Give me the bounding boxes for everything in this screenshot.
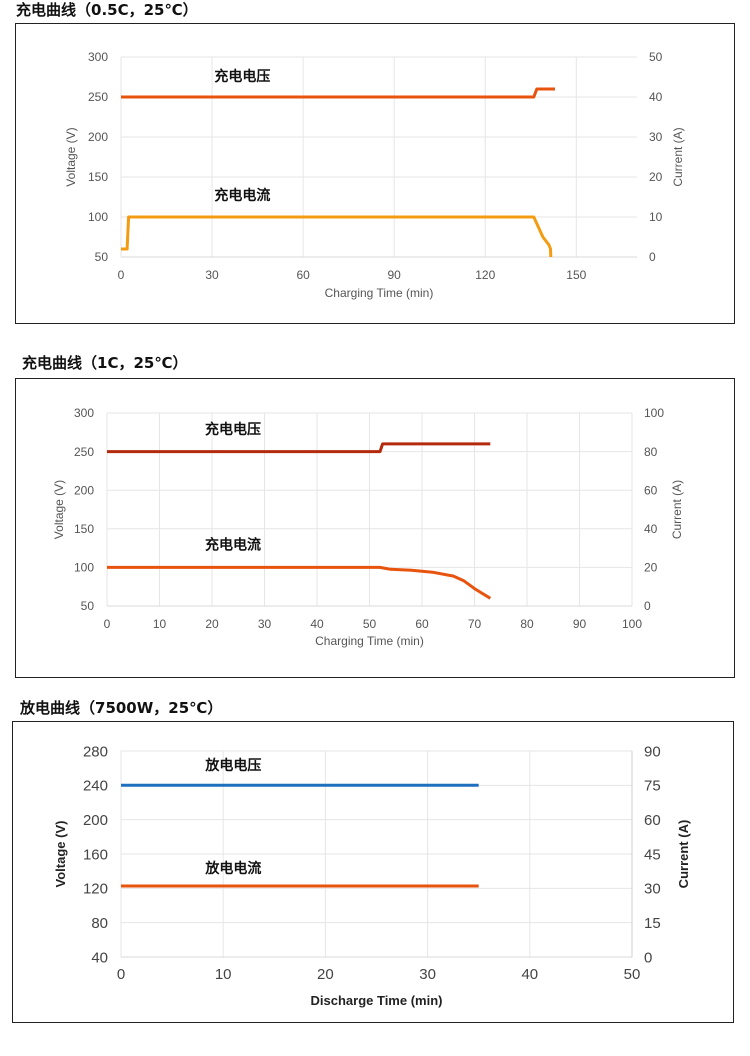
chart-frame xyxy=(15,378,735,678)
chart-frame xyxy=(15,23,735,324)
chart-title: 放电曲线（7500W，25℃） xyxy=(20,699,223,717)
chart-title: 充电曲线（0.5C，25℃） xyxy=(16,1,198,19)
chart-frame xyxy=(12,721,734,1023)
chart-title: 充电曲线（1C，25℃） xyxy=(22,354,188,372)
